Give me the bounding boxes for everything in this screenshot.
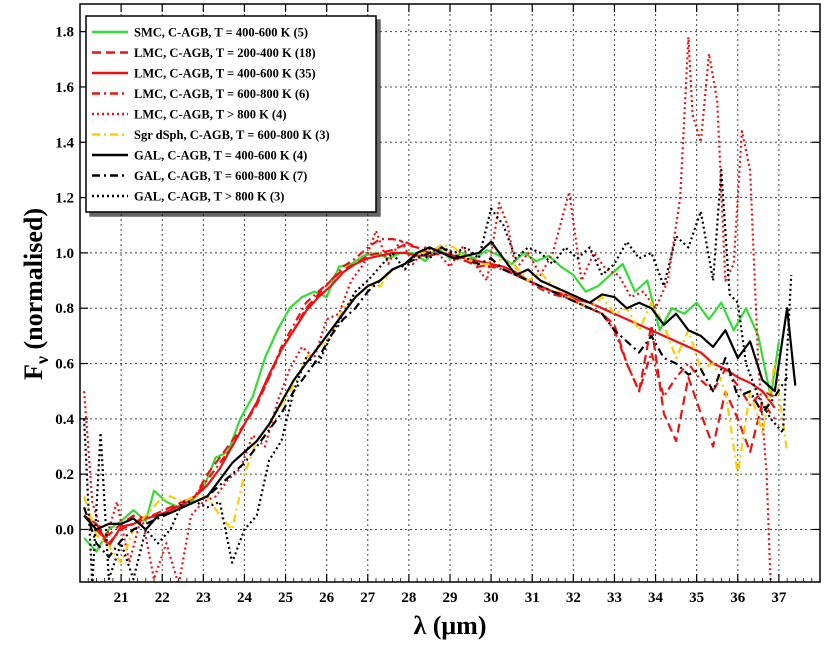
ticks [79,4,820,582]
x-tick-label: 21 [114,590,129,606]
series-line-9 [83,168,793,582]
legend: SMC, C-AGB, T = 400-600 K (5) LMC, C-AGB,… [85,15,377,213]
series-line-8 [83,246,789,559]
y-tick-label: 1.4 [55,135,74,151]
y-tick-labels: 0.0 0.2 0.4 0.6 0.8 1.0 1.2 1.4 1.6 1.8 [55,25,74,539]
legend-label-5: LMC, C-AGB, T > 800 K (4) [134,108,287,122]
y-tick-label: 0.2 [55,467,74,483]
y-tick-label: 1.8 [55,25,74,41]
legend-label-8: GAL, C-AGB, T = 600-800 K (7) [134,169,307,183]
series-line-7 [83,240,797,531]
x-tick-label: 32 [566,590,581,606]
y-tick-label: 0.8 [55,301,74,317]
series-line-4 [83,238,776,545]
y-axis-title-subscript: ν [32,356,52,365]
x-tick-label: 26 [319,590,335,606]
legend-entries: SMC, C-AGB, T = 400-600 K (5) LMC, C-AGB,… [92,26,330,204]
legend-label-6: Sgr dSph, C-AGB, T = 600-800 K (3) [134,128,330,142]
legend-label-9: GAL, C-AGB, T > 800 K (3) [134,190,284,204]
legend-box [85,15,377,213]
y-tick-label: 0.6 [55,357,74,373]
y-tick-label: 1.0 [55,246,74,262]
x-tick-label: 31 [525,590,540,606]
y-axis-title-main: F [19,364,48,380]
series-line-6 [83,243,789,564]
x-tick-labels: 21 22 23 24 25 26 27 28 29 30 31 32 33 34 35 36 37 [114,590,787,606]
series-line-5 [83,36,772,582]
x-tick-label: 28 [401,590,416,606]
x-tick-label: 29 [443,590,458,606]
x-tick-label: 34 [648,590,664,606]
x-tick-label: 23 [196,590,211,606]
x-tick-label: 27 [360,590,376,606]
y-tick-label: 0.4 [55,412,74,428]
legend-label-3: LMC, C-AGB, T = 400-600 K (35) [134,67,316,81]
x-tick-label: 33 [607,590,622,606]
x-tick-label: 22 [155,590,170,606]
legend-label-1: SMC, C-AGB, T = 400-600 K (5) [134,26,308,40]
legend-label-2: LMC, C-AGB, T = 200-400 K (18) [134,46,316,60]
x-tick-label: 30 [484,590,499,606]
series-line-3 [83,251,776,548]
x-tick-label: 24 [237,590,253,606]
legend-label-4: LMC, C-AGB, T = 600-800 K (6) [134,87,309,101]
y-axis-title: Fν (normalised) [19,208,52,380]
x-tick-label: 37 [771,590,787,606]
x-axis-title: λ (μm) [414,611,487,640]
legend-label-7: GAL, C-AGB, T = 400-600 K (4) [134,149,307,163]
y-tick-label: 1.6 [55,80,74,96]
x-tick-label: 36 [730,590,746,606]
y-axis-title-rest: (normalised) [19,208,48,356]
x-tick-label: 25 [278,590,293,606]
series-group [83,36,797,582]
y-tick-label: 0.0 [55,522,74,538]
x-tick-label: 35 [689,590,704,606]
y-tick-label: 1.2 [55,191,74,207]
